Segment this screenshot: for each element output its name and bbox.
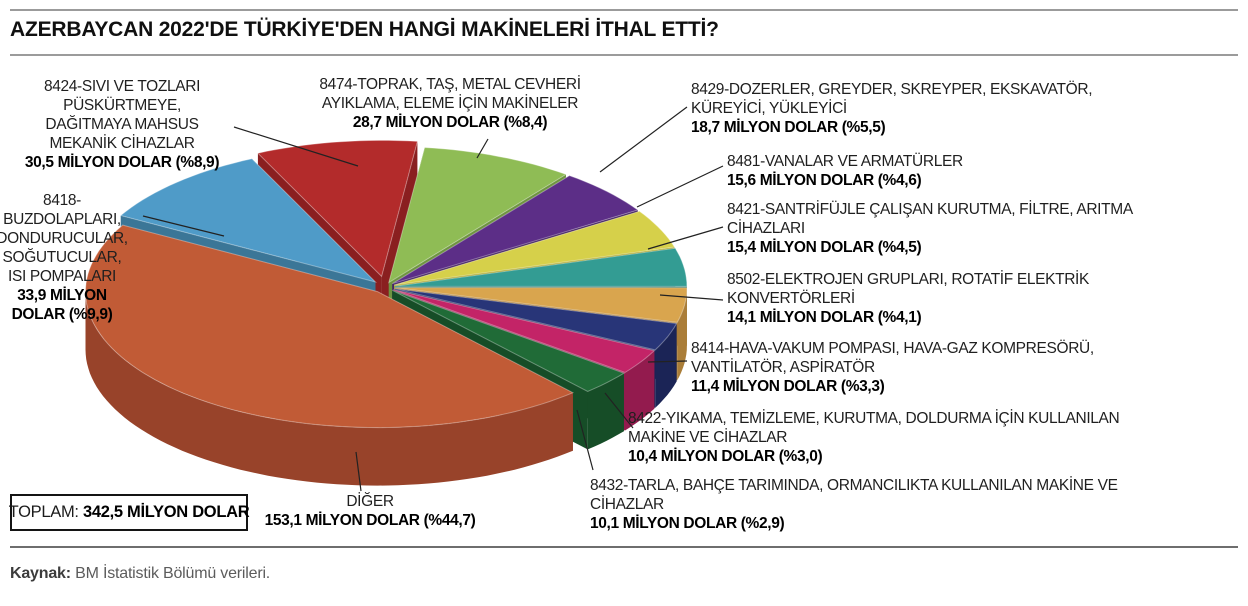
slice-value-text: 10,4 MİLYON DOLAR (%3,0) xyxy=(628,448,823,465)
slice-label-text: 8422-YIKAMA, TEMİZLEME, KURUTMA, DOLDURM… xyxy=(628,410,1120,446)
slice-label-s8502: 8502-ELEKTROJEN GRUPLARI, ROTATİF ELEKTR… xyxy=(727,270,1217,327)
slice-label-text: 8502-ELEKTROJEN GRUPLARI, ROTATİF ELEKTR… xyxy=(727,271,1089,307)
total-box: TOPLAM: 342,5 MİLYON DOLAR xyxy=(8,494,250,531)
slice-label-text: 8414-HAVA-VAKUM POMPASI, HAVA-GAZ KOMPRE… xyxy=(691,340,1094,376)
slice-value-text: 10,1 MİLYON DOLAR (%2,9) xyxy=(590,515,785,532)
source-text: BM İstatistik Bölümü verileri. xyxy=(70,565,271,582)
leader-line-s8424 xyxy=(233,126,359,167)
leader-line-s8474 xyxy=(476,138,489,159)
slice-label-diger: DİĞER 153,1 MİLYON DOLAR (%44,7) xyxy=(240,492,500,530)
leader-line-diger xyxy=(355,451,362,492)
slice-value-text: 30,5 MİLYON DOLAR (%8,9) xyxy=(24,154,220,171)
total-value: 342,5 MİLYON DOLAR xyxy=(82,503,250,521)
slice-label-text: 8424-SIVI VE TOZLARI PÜSKÜRTMEYE, DAĞITM… xyxy=(43,78,201,152)
slice-value-text: 33,9 MİLYON DOLAR (%9,9) xyxy=(11,287,113,323)
leader-line-s8422 xyxy=(604,392,634,429)
slice-label-s8432: 8432-TARLA, BAHÇE TARIMINDA, ORMANCILIKT… xyxy=(590,476,1240,533)
slice-label-s8424: 8424-SIVI VE TOZLARI PÜSKÜRTMEYE, DAĞITM… xyxy=(6,77,238,172)
slice-label-text: DİĞER xyxy=(346,493,394,510)
slice-label-s8481: 8481-VANALAR VE ARMATÜRLER 15,6 MİLYON D… xyxy=(727,152,1157,190)
pie-slice-diger xyxy=(84,224,575,486)
slice-value-text: 15,6 MİLYON DOLAR (%4,6) xyxy=(727,172,922,189)
slice-value-text: 28,7 MİLYON DOLAR (%8,4) xyxy=(352,114,548,131)
top-rule xyxy=(10,9,1238,11)
slice-label-s8418: 8418- BUZDOLAPLARI, DONDURUCULAR, SOĞUTU… xyxy=(0,191,162,324)
slice-label-text: 8421-SANTRİFÜJLE ÇALIŞAN KURUTMA, FİLTRE… xyxy=(727,201,1133,237)
slice-label-s8429: 8429-DOZERLER, GREYDER, SKREYPER, EKSKAV… xyxy=(691,80,1211,137)
title-underline-rule xyxy=(10,54,1238,56)
leader-line-s8421 xyxy=(647,226,724,250)
slice-label-s8422: 8422-YIKAMA, TEMİZLEME, KURUTMA, DOLDURM… xyxy=(628,409,1218,466)
slice-label-s8421: 8421-SANTRİFÜJLE ÇALIŞAN KURUTMA, FİLTRE… xyxy=(727,200,1227,257)
slice-label-text: 8432-TARLA, BAHÇE TARIMINDA, ORMANCILIKT… xyxy=(590,477,1118,513)
slice-value-text: 11,4 MİLYON DOLAR (%3,3) xyxy=(691,378,885,395)
leader-line-s8481 xyxy=(636,165,724,208)
slice-label-text: 8481-VANALAR VE ARMATÜRLER xyxy=(727,153,963,170)
slice-value-text: 14,1 MİLYON DOLAR (%4,1) xyxy=(727,309,922,326)
total-label: TOPLAM: xyxy=(8,503,83,521)
slice-label-s8474: 8474-TOPRAK, TAŞ, METAL CEVHERİ AYIKLAMA… xyxy=(290,75,610,132)
slice-label-text: 8418- BUZDOLAPLARI, DONDURUCULAR, SOĞUTU… xyxy=(0,192,128,285)
leader-line-s8418 xyxy=(142,215,225,237)
slice-label-text: 8429-DOZERLER, GREYDER, SKREYPER, EKSKAV… xyxy=(691,81,1093,117)
source-label: Kaynak: xyxy=(10,565,71,582)
leader-line-s8429 xyxy=(599,106,688,173)
footer-rule xyxy=(10,546,1238,548)
leader-line-s8502 xyxy=(659,294,724,301)
slice-value-text: 153,1 MİLYON DOLAR (%44,7) xyxy=(264,512,476,529)
slice-label-s8414: 8414-HAVA-VAKUM POMPASI, HAVA-GAZ KOMPRE… xyxy=(691,339,1211,396)
leader-line-s8414 xyxy=(647,360,688,363)
slice-label-text: 8474-TOPRAK, TAŞ, METAL CEVHERİ AYIKLAMA… xyxy=(319,76,581,112)
page-title: AZERBAYCAN 2022'DE TÜRKİYE'DEN HANGİ MAK… xyxy=(10,18,719,41)
source-line: Kaynak: BM İstatistik Bölümü verileri. xyxy=(10,565,270,583)
slice-value-text: 15,4 MİLYON DOLAR (%4,5) xyxy=(727,239,922,256)
slice-value-text: 18,7 MİLYON DOLAR (%5,5) xyxy=(691,119,886,136)
leader-line-s8432 xyxy=(576,409,594,471)
